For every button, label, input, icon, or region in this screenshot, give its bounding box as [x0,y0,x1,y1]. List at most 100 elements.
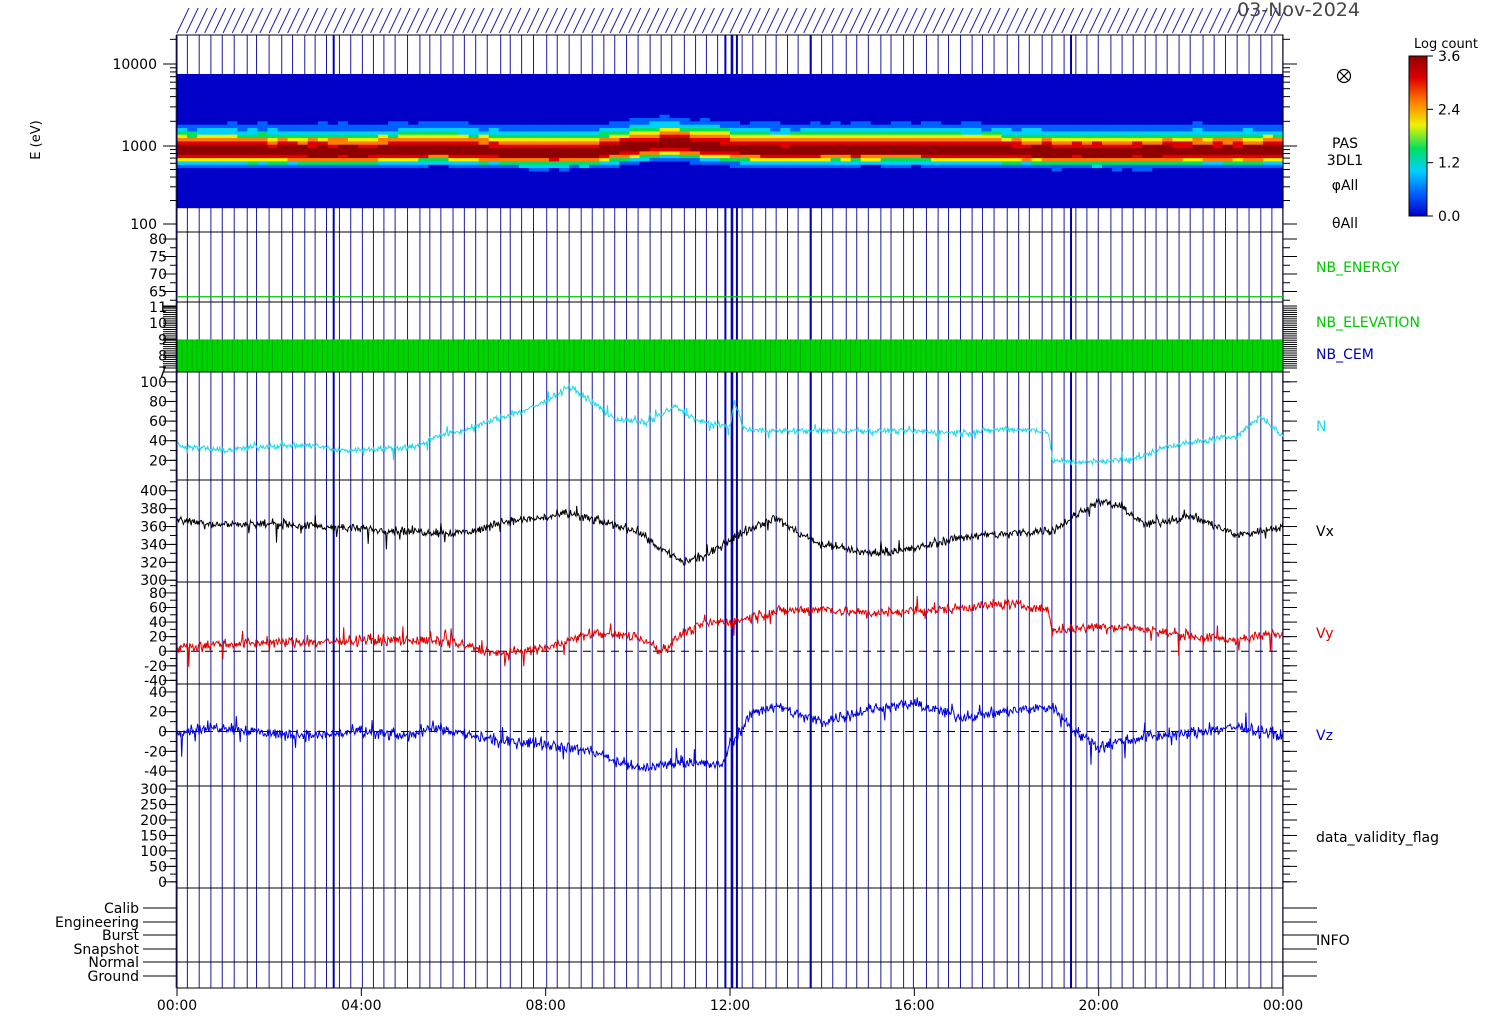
instrument-label: PAS [1332,136,1358,152]
heatmap-cell [961,111,972,115]
heatmap-cell [207,111,218,115]
heatmap-cell [971,128,982,132]
heatmap-cell [569,168,580,172]
heatmap-cell [1072,191,1083,195]
heatmap-cell [428,161,439,165]
heatmap-cell [1082,144,1093,148]
heatmap-cell [328,144,339,148]
heatmap-cell [1112,87,1123,91]
heatmap-cell [1152,121,1163,125]
heatmap-cell [1042,128,1053,132]
heatmap-cell [187,128,198,132]
heatmap-cell [579,121,590,125]
heatmap-cell [1122,128,1133,132]
heatmap-cell [1142,161,1153,165]
top-hatch [426,8,438,33]
heatmap-cell [187,168,198,172]
heatmap-cell [1183,87,1194,91]
heatmap-cell [790,174,801,178]
heatmap-cell [911,191,922,195]
heatmap-cell [1213,161,1224,165]
heatmap-cell [619,128,630,132]
heatmap-cell [1122,191,1133,195]
heatmap-cell [1233,184,1244,188]
heatmap-cell [348,184,359,188]
heatmap-cell [559,191,570,195]
heatmap-cell [720,97,731,101]
heatmap-cell [207,144,218,148]
heatmap-cell [298,161,309,165]
heatmap-cell [1162,81,1173,85]
heatmap-cell [941,138,952,142]
heatmap-cell [308,97,319,101]
heatmap-cell [288,87,299,91]
heatmap-cell [398,121,409,125]
heatmap-cell [459,144,470,148]
heatmap-cell [891,184,902,188]
top-hatch [1136,8,1148,33]
heatmap-cell [1183,97,1194,101]
heatmap-cell [1132,97,1143,101]
heatmap-cell [489,191,500,195]
heatmap-cell [680,201,691,205]
heatmap-cell [780,174,791,178]
top-hatch [1025,8,1037,33]
heatmap-cell [650,111,661,115]
heatmap-cell [770,128,781,132]
heatmap-cell [941,151,952,155]
heatmap-cell [408,138,419,142]
heatmap-cell [1092,81,1103,85]
heatmap-cell [760,201,771,205]
top-hatch [942,8,954,33]
heatmap-cell [861,201,872,205]
heatmap-cell [690,161,701,165]
heatmap-cell [1243,184,1254,188]
heatmap-cell [800,81,811,85]
heatmap-cell [418,128,429,132]
heatmap-cell [690,138,701,142]
heatmap-cell [348,121,359,125]
heatmap-cell [539,128,550,132]
heatmap-cell [1092,144,1103,148]
heatmap-cell [790,74,801,78]
top-hatch [887,8,899,33]
top-hatch [804,8,816,33]
heatmap-cell [1253,87,1264,91]
heatmap-cell [449,151,460,155]
heatmap-cell [1052,168,1063,172]
heatmap-cell [720,144,731,148]
heatmap-cell [961,81,972,85]
heatmap-cell [609,74,620,78]
heatmap-cell [1243,97,1254,101]
heatmap-cell [881,184,892,188]
top-hatch [1089,8,1101,33]
heatmap-cell [670,168,681,172]
heatmap-cell [630,138,641,142]
heatmap-cell [1012,81,1023,85]
heatmap-cell [921,81,932,85]
heatmap-cell [1193,191,1204,195]
heatmap-cell [449,97,460,101]
heatmap-cell [428,184,439,188]
top-hatch [481,8,493,33]
heatmap-cell [1072,87,1083,91]
heatmap-cell [821,168,832,172]
top-hatch [242,8,254,33]
heatmap-cell [378,81,389,85]
heatmap-cell [1002,191,1013,195]
top-hatch [380,8,392,33]
heatmap-cell [760,184,771,188]
heatmap-cell [1062,87,1073,91]
heatmap-cell [469,161,480,165]
heatmap-cell [991,128,1002,132]
top-hatch [702,8,714,33]
heatmap-cell [257,121,268,125]
heatmap-cell [720,104,731,108]
heatmap-cell [1122,87,1133,91]
heatmap-cell [690,144,701,148]
heatmap-cell [1102,74,1113,78]
heatmap-cell [589,97,600,101]
heatmap-cell [770,121,781,125]
heatmap-cell [1243,151,1254,155]
heatmap-cell [207,201,218,205]
